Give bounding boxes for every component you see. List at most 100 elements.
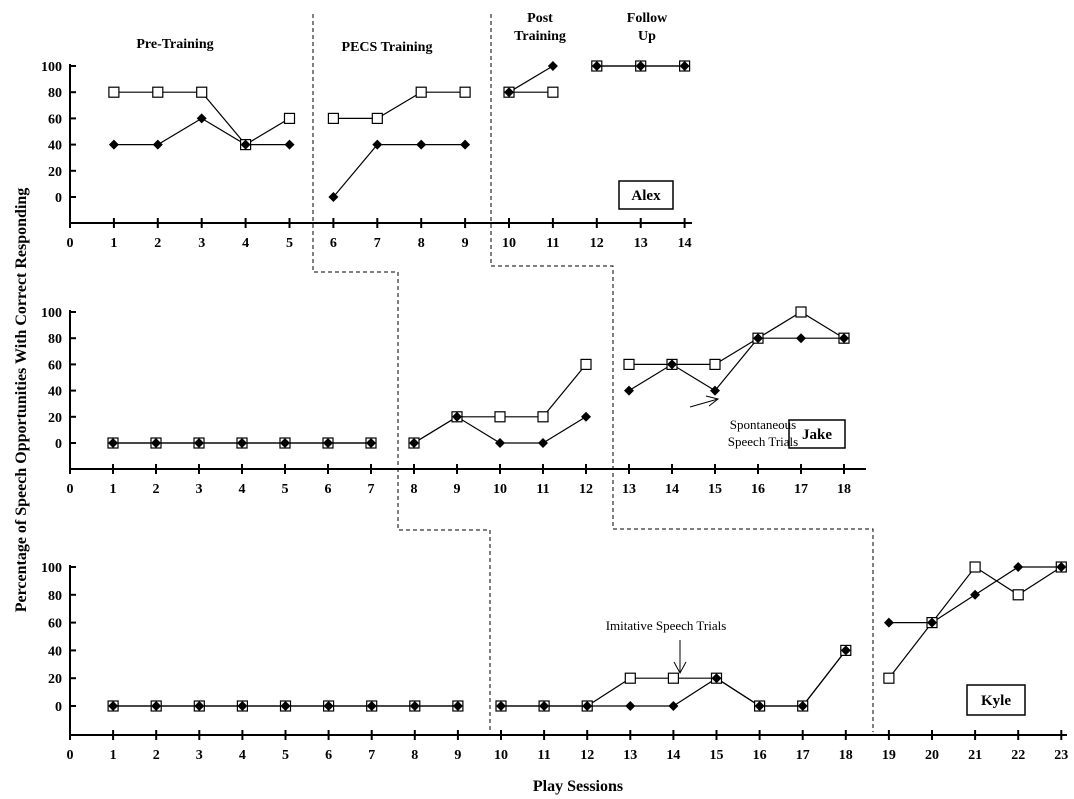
x-tick-label: 9 (454, 748, 461, 763)
y-tick-label: 0 (55, 700, 62, 715)
x-tick-label: 8 (411, 482, 418, 497)
x-tick-label: 1 (110, 482, 117, 497)
data-point-diamond (366, 438, 376, 448)
annotation-arrow (689, 398, 719, 408)
participant-box (618, 180, 674, 210)
y-tick-label: 80 (48, 589, 62, 604)
series-open-square (113, 65, 685, 146)
participant-name: Jake (802, 427, 832, 443)
data-point-diamond (753, 333, 763, 344)
y-tick-label: 20 (48, 165, 62, 180)
x-tick-label: 3 (196, 748, 203, 763)
data-point-square (547, 86, 559, 98)
markers-filled-diamond (108, 61, 690, 202)
x-tick-label: 5 (286, 236, 293, 251)
x-tick-label: 0 (67, 748, 74, 763)
participant-name: Alex (631, 188, 661, 204)
x-tick-label: 11 (536, 482, 549, 497)
markers-open-square (107, 561, 1067, 712)
data-point-square (152, 86, 164, 98)
x-tick-label: 13 (623, 748, 637, 763)
x-tick-label: 0 (67, 482, 74, 497)
x-tick-label: 9 (462, 236, 469, 251)
data-point-diamond (538, 438, 548, 448)
x-tick-label: 8 (418, 236, 425, 251)
data-point-square (709, 358, 721, 370)
data-point-diamond (151, 701, 162, 711)
x-tick-label: 7 (374, 236, 381, 251)
x-tick-label: 19 (882, 748, 896, 763)
data-point-diamond (504, 87, 514, 98)
data-point-square (580, 358, 592, 370)
data-point-diamond (152, 139, 163, 150)
series-line (333, 91, 466, 120)
series-filled-diamond (113, 566, 1062, 707)
x-tick-label: 4 (242, 236, 249, 251)
series-line (413, 364, 587, 444)
x-tick-label: 10 (494, 748, 508, 763)
x-tick-label: 21 (968, 748, 982, 763)
data-point-diamond (284, 139, 295, 150)
y-tick-label: 40 (48, 644, 62, 659)
y-tick-label: 60 (48, 112, 62, 127)
x-tick-label: 14 (665, 482, 679, 497)
x-tick-label: 22 (1011, 748, 1025, 763)
data-point-diamond (796, 333, 806, 344)
x-tick-label: 7 (368, 482, 375, 497)
markers-filled-diamond (108, 333, 849, 448)
data-point-diamond (323, 438, 333, 448)
data-point-diamond (754, 701, 765, 711)
data-point-square (883, 672, 895, 684)
data-point-diamond (240, 139, 251, 150)
data-point-diamond (883, 617, 894, 628)
x-tick-label: 20 (925, 748, 939, 763)
data-point-diamond (452, 701, 463, 711)
data-point-diamond (624, 385, 634, 396)
x-tick-label: 6 (325, 748, 332, 763)
series-filled-diamond (113, 65, 685, 198)
x-axis-label: Play Sessions (533, 778, 623, 795)
data-point-square (969, 561, 981, 573)
data-point-diamond (581, 411, 591, 422)
x-tick-label: 12 (579, 482, 593, 497)
annotation-arrowhead (673, 661, 687, 675)
x-tick-label: 9 (454, 482, 461, 497)
data-point-diamond (280, 701, 291, 711)
series-line (628, 337, 844, 392)
data-point-diamond (328, 192, 339, 202)
data-point-square (494, 411, 506, 423)
data-point-diamond (710, 385, 720, 396)
y-tick-label: 0 (55, 437, 62, 452)
data-point-square (327, 112, 339, 125)
data-point-diamond (280, 438, 290, 448)
x-tick-label: 23 (1054, 748, 1068, 763)
phase-label: Pre-Training (136, 37, 213, 52)
y-tick-label: 40 (48, 385, 62, 400)
data-point-square (537, 411, 549, 423)
data-point-diamond (108, 139, 119, 150)
y-tick-label: 100 (41, 306, 62, 321)
data-point-diamond (970, 589, 981, 600)
series-open-square (113, 566, 1062, 707)
data-point-diamond (539, 701, 550, 711)
data-point-diamond (366, 701, 377, 711)
x-tick-label: 17 (794, 482, 808, 497)
x-tick-label: 12 (580, 748, 594, 763)
x-tick-label: 18 (839, 748, 853, 763)
x-tick-label: 15 (710, 748, 724, 763)
x-tick-label: 14 (666, 748, 680, 763)
x-tick-label: 1 (110, 236, 117, 251)
series-line (508, 65, 554, 93)
x-tick-label: 5 (282, 748, 289, 763)
x-tick-label: 1 (110, 748, 117, 763)
y-tick-label: 40 (48, 139, 62, 154)
y-tick-label: 80 (48, 86, 62, 101)
y-tick-label: 80 (48, 332, 62, 347)
data-point-square (1012, 589, 1024, 601)
x-tick-label: 2 (153, 748, 160, 763)
x-tick-label: 16 (753, 748, 767, 763)
data-point-diamond (635, 61, 646, 71)
